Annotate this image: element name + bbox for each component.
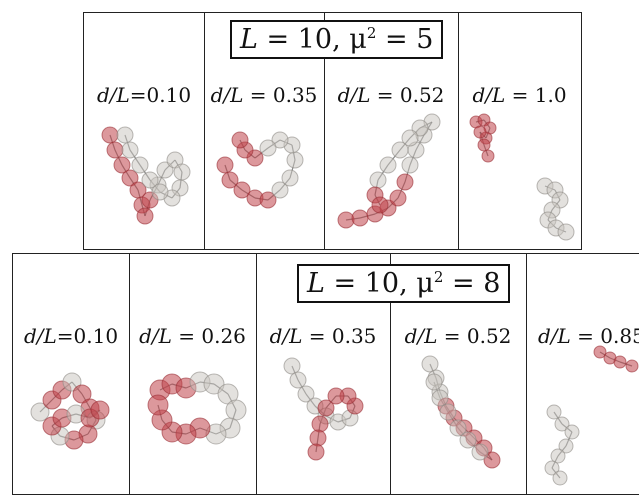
chain-bot-4 bbox=[421, 355, 501, 469]
bead bbox=[136, 207, 154, 225]
bead bbox=[271, 131, 289, 149]
bead bbox=[309, 429, 327, 447]
top-panel-3: d/L = 0.52 bbox=[324, 13, 459, 249]
bead bbox=[281, 169, 299, 187]
bead bbox=[554, 416, 570, 432]
bead bbox=[613, 355, 627, 369]
bead bbox=[396, 173, 414, 191]
bead bbox=[106, 141, 124, 159]
top-panel-4: d/L = 1.0 bbox=[458, 13, 581, 249]
bead bbox=[546, 404, 562, 420]
chain-top-3 bbox=[337, 113, 441, 229]
bottom-title-box: L = 10, μ2 = 8 bbox=[297, 264, 511, 303]
bottom-panel-1: d/L=0.10 bbox=[13, 254, 130, 494]
bead bbox=[558, 438, 574, 454]
chain-bot-3 bbox=[283, 357, 364, 461]
chain-bot-6 bbox=[593, 345, 639, 373]
bead bbox=[379, 156, 397, 174]
panel-label: d/L = 0.52 bbox=[337, 83, 445, 107]
bead bbox=[371, 196, 389, 214]
bottom-panel-2: d/L = 0.26 bbox=[129, 254, 257, 494]
panel-label: d/L = 0.85 bbox=[538, 324, 639, 348]
chain-bot-5 bbox=[544, 404, 580, 486]
bead bbox=[233, 181, 251, 199]
bead bbox=[259, 139, 277, 157]
bead bbox=[121, 141, 139, 159]
bead bbox=[307, 443, 325, 461]
bead bbox=[259, 191, 277, 209]
bead bbox=[231, 131, 249, 149]
bead bbox=[311, 415, 329, 433]
top-title-box: L = 10, μ2 = 5 bbox=[230, 20, 444, 59]
bottom-panel-3: d/L = 0.35 bbox=[256, 254, 391, 494]
bead bbox=[216, 156, 234, 174]
bead bbox=[471, 443, 489, 461]
chain-bot-2 bbox=[147, 371, 247, 445]
panel-label: d/L = 1.0 bbox=[472, 83, 567, 107]
bead bbox=[389, 189, 407, 207]
chain-top-1 bbox=[101, 126, 191, 225]
bead bbox=[550, 448, 566, 464]
bead bbox=[141, 171, 159, 189]
chain-top-2 bbox=[216, 131, 304, 209]
bead bbox=[147, 394, 169, 416]
bead bbox=[271, 181, 289, 199]
bead bbox=[564, 424, 580, 440]
bead bbox=[173, 163, 191, 181]
bead bbox=[431, 389, 449, 407]
panel-label: d/L = 0.35 bbox=[269, 324, 377, 348]
bead bbox=[151, 183, 169, 201]
bead bbox=[297, 385, 315, 403]
bead bbox=[557, 223, 575, 241]
bead bbox=[481, 149, 495, 163]
bead bbox=[317, 399, 335, 417]
bead bbox=[351, 209, 369, 227]
bead bbox=[401, 129, 419, 147]
bead bbox=[483, 451, 501, 469]
bead bbox=[425, 373, 443, 391]
panel-label: d/L = 0.35 bbox=[210, 83, 318, 107]
bead bbox=[225, 399, 247, 421]
bead bbox=[625, 359, 639, 373]
panel-label: d/L = 0.52 bbox=[404, 324, 512, 348]
bead bbox=[286, 151, 304, 169]
bead bbox=[116, 126, 134, 144]
bead bbox=[30, 402, 50, 422]
bead bbox=[477, 138, 491, 152]
bead bbox=[90, 400, 110, 420]
chain-top-5 bbox=[536, 177, 575, 241]
bead bbox=[473, 125, 487, 139]
bead bbox=[337, 211, 355, 229]
top-panel-1: d/L=0.10 bbox=[84, 13, 205, 249]
bead bbox=[131, 156, 149, 174]
bead bbox=[593, 345, 607, 359]
bottom-panel-4: d/L = 0.52 bbox=[390, 254, 527, 494]
panel-label: d/L=0.10 bbox=[23, 324, 119, 348]
bead bbox=[459, 431, 477, 449]
bead bbox=[121, 169, 139, 187]
panel-label: d/L=0.10 bbox=[96, 83, 192, 107]
panel-label: d/L = 0.26 bbox=[139, 324, 246, 348]
bottom-panel-5: d/L = 0.85 bbox=[526, 254, 639, 494]
top-panel-2: d/L = 0.35 bbox=[204, 13, 325, 249]
bead bbox=[289, 371, 307, 389]
bead bbox=[544, 460, 560, 476]
bead bbox=[391, 141, 409, 159]
bead bbox=[113, 156, 131, 174]
bead bbox=[369, 171, 387, 189]
chain-bot-1 bbox=[30, 372, 110, 450]
chain-top-4 bbox=[469, 113, 497, 163]
bead bbox=[101, 126, 119, 144]
bead bbox=[439, 403, 457, 421]
bead bbox=[552, 470, 568, 486]
bead bbox=[221, 171, 239, 189]
bead bbox=[401, 156, 419, 174]
bead bbox=[327, 387, 345, 405]
bead bbox=[449, 419, 467, 437]
